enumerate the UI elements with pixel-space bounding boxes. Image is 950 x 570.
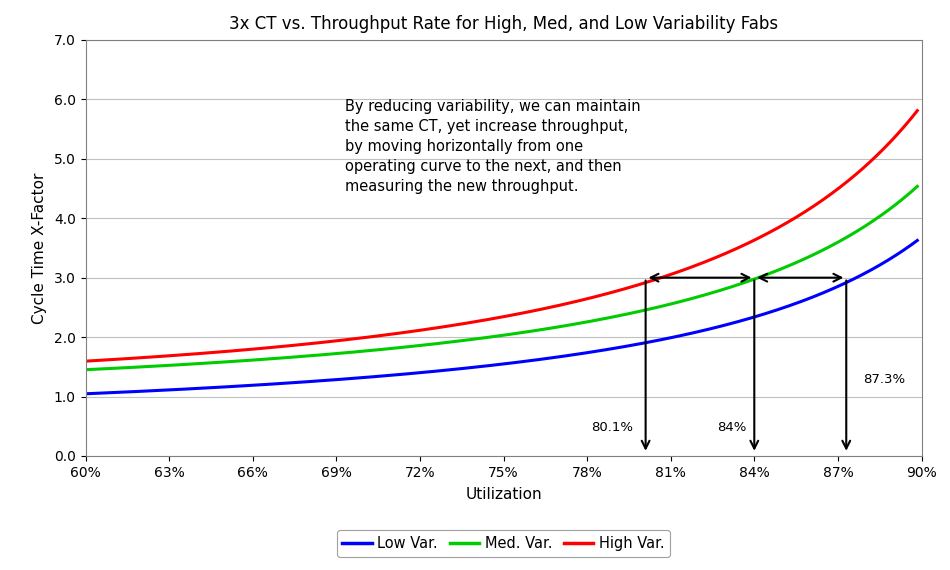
Text: 84%: 84% [717,421,747,434]
X-axis label: Utilization: Utilization [466,487,542,502]
Text: 80.1%: 80.1% [591,421,634,434]
Text: By reducing variability, we can maintain
the same CT, yet increase throughput,
b: By reducing variability, we can maintain… [345,99,640,194]
Legend: Low Var., Med. Var., High Var.: Low Var., Med. Var., High Var. [336,530,671,557]
Y-axis label: Cycle Time X-Factor: Cycle Time X-Factor [32,172,47,324]
Text: 87.3%: 87.3% [863,373,905,386]
Title: 3x CT vs. Throughput Rate for High, Med, and Low Variability Fabs: 3x CT vs. Throughput Rate for High, Med,… [229,15,778,33]
